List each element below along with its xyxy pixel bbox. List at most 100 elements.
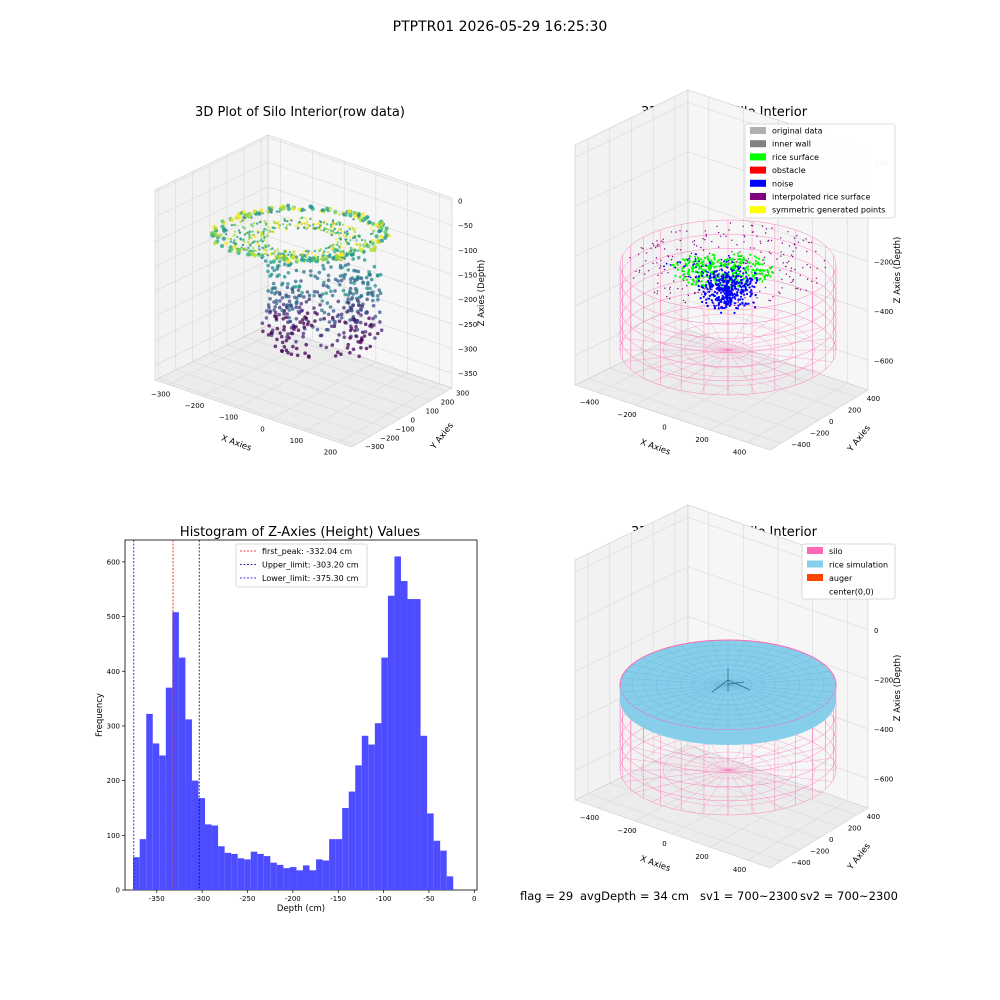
- classify-rice-point: [761, 263, 764, 266]
- simulation-mesh-spoke: [727, 653, 805, 686]
- raw-point: [352, 218, 355, 221]
- classify-rice-point: [683, 259, 686, 262]
- classify-interp-point: [704, 230, 706, 232]
- histogram-xtick-label: -100: [376, 895, 392, 903]
- simulation-silo-wire-spoke: [727, 769, 805, 803]
- classify-rice-point: [713, 256, 716, 259]
- histogram-bar: [414, 599, 421, 890]
- raw-point: [313, 274, 318, 279]
- raw-point: [341, 273, 346, 278]
- raw-point: [248, 235, 251, 238]
- simulation-ygrid: [631, 772, 820, 839]
- classify-noise-point: [748, 286, 751, 289]
- classify-noise-point: [741, 302, 744, 305]
- simulation-zgrid-back: [687, 566, 869, 631]
- raw-point: [263, 220, 266, 223]
- raw-point: [282, 275, 287, 279]
- classify-noise-point: [705, 301, 708, 304]
- classify-noise-point: [744, 302, 747, 305]
- classify-rice-point: [758, 278, 761, 281]
- raw-point: [241, 225, 245, 229]
- raw-point: [340, 265, 344, 270]
- raw-point: [320, 299, 325, 303]
- classify-rice-point: [744, 269, 748, 272]
- raw-xgrid: [168, 329, 281, 385]
- raw-point: [368, 344, 373, 349]
- raw-point: [268, 309, 273, 313]
- classify-interp-point: [658, 245, 660, 247]
- simulation-legend-label: auger: [829, 574, 853, 583]
- raw-xtick: −100: [219, 414, 238, 422]
- classify-rice-point: [692, 266, 695, 269]
- classify-rice-point: [767, 274, 770, 277]
- raw-xgrid: [338, 383, 440, 443]
- classify-noise-point: [701, 274, 704, 277]
- raw-point: [313, 222, 316, 226]
- histogram-bars: [133, 556, 454, 891]
- raw-point: [241, 243, 245, 247]
- classify-legend-frame: [744, 123, 896, 219]
- classify-rice-point: [702, 260, 705, 263]
- simulation-mesh-spoke: [727, 642, 762, 686]
- raw-ztick: 0: [458, 197, 462, 205]
- classify-interp-point: [670, 259, 673, 261]
- classify-interp-point: [693, 281, 695, 283]
- raw-point: [338, 250, 341, 253]
- simulation-mesh-spoke: [651, 653, 729, 686]
- raw-point: [342, 212, 347, 217]
- raw-point: [266, 254, 269, 257]
- raw-point: [264, 316, 269, 320]
- classify-interp-point: [751, 225, 754, 227]
- raw-point: [281, 254, 284, 257]
- classify-zgrid-back: [687, 300, 869, 361]
- raw-point: [384, 226, 389, 231]
- classify-interp-point: [744, 262, 747, 265]
- raw-point: [379, 328, 384, 333]
- classify-rice-point: [679, 275, 682, 279]
- classify-interp-point: [707, 291, 709, 293]
- raw-xtick: −300: [151, 391, 170, 399]
- histogram-bar: [218, 846, 225, 890]
- classify-interp-point: [657, 243, 659, 245]
- classify-interp-point: [695, 245, 698, 247]
- classify-interp-point: [734, 304, 736, 307]
- raw-point: [213, 226, 218, 231]
- raw-point: [348, 252, 351, 255]
- classify-noise-point: [702, 272, 705, 274]
- raw-point: [372, 323, 376, 327]
- simulation-mesh-spoke: [727, 670, 831, 686]
- classify-interp-point: [657, 274, 659, 276]
- raw-point: [283, 250, 286, 253]
- raw-point: [250, 234, 253, 237]
- raw-point: [322, 211, 325, 214]
- raw-point: [349, 239, 352, 242]
- classify-noise-point: [731, 296, 734, 299]
- classify-noise-point: [722, 278, 724, 280]
- raw-point: [312, 293, 316, 298]
- raw-point: [232, 245, 237, 250]
- raw-point: [294, 224, 297, 228]
- classify-noise-point: [713, 276, 716, 279]
- raw-point: [248, 237, 251, 241]
- raw-point: [338, 213, 341, 216]
- classify-noise-point: [752, 301, 755, 304]
- classify-interp-point: [705, 235, 707, 237]
- histogram-bar: [361, 735, 369, 890]
- raw-zgrid: [154, 309, 269, 366]
- classify-rice-point: [734, 267, 737, 270]
- simulation-mesh-spoke: [727, 684, 825, 706]
- classify-interp-point: [653, 291, 656, 294]
- classify-rice-point: [762, 269, 766, 272]
- histogram-bar: [303, 865, 310, 890]
- raw-point: [277, 225, 281, 228]
- raw-point: [271, 259, 276, 264]
- histogram-xtick-label: 0: [472, 895, 476, 903]
- raw-point: [336, 350, 340, 355]
- histogram-ytick-label: 100: [107, 832, 120, 840]
- classify-rice-point: [732, 265, 735, 269]
- raw-point: [347, 209, 352, 214]
- raw-point: [300, 291, 304, 295]
- classify-silo-wire: [619, 219, 837, 396]
- raw-point: [288, 319, 293, 324]
- raw-point: [338, 245, 341, 248]
